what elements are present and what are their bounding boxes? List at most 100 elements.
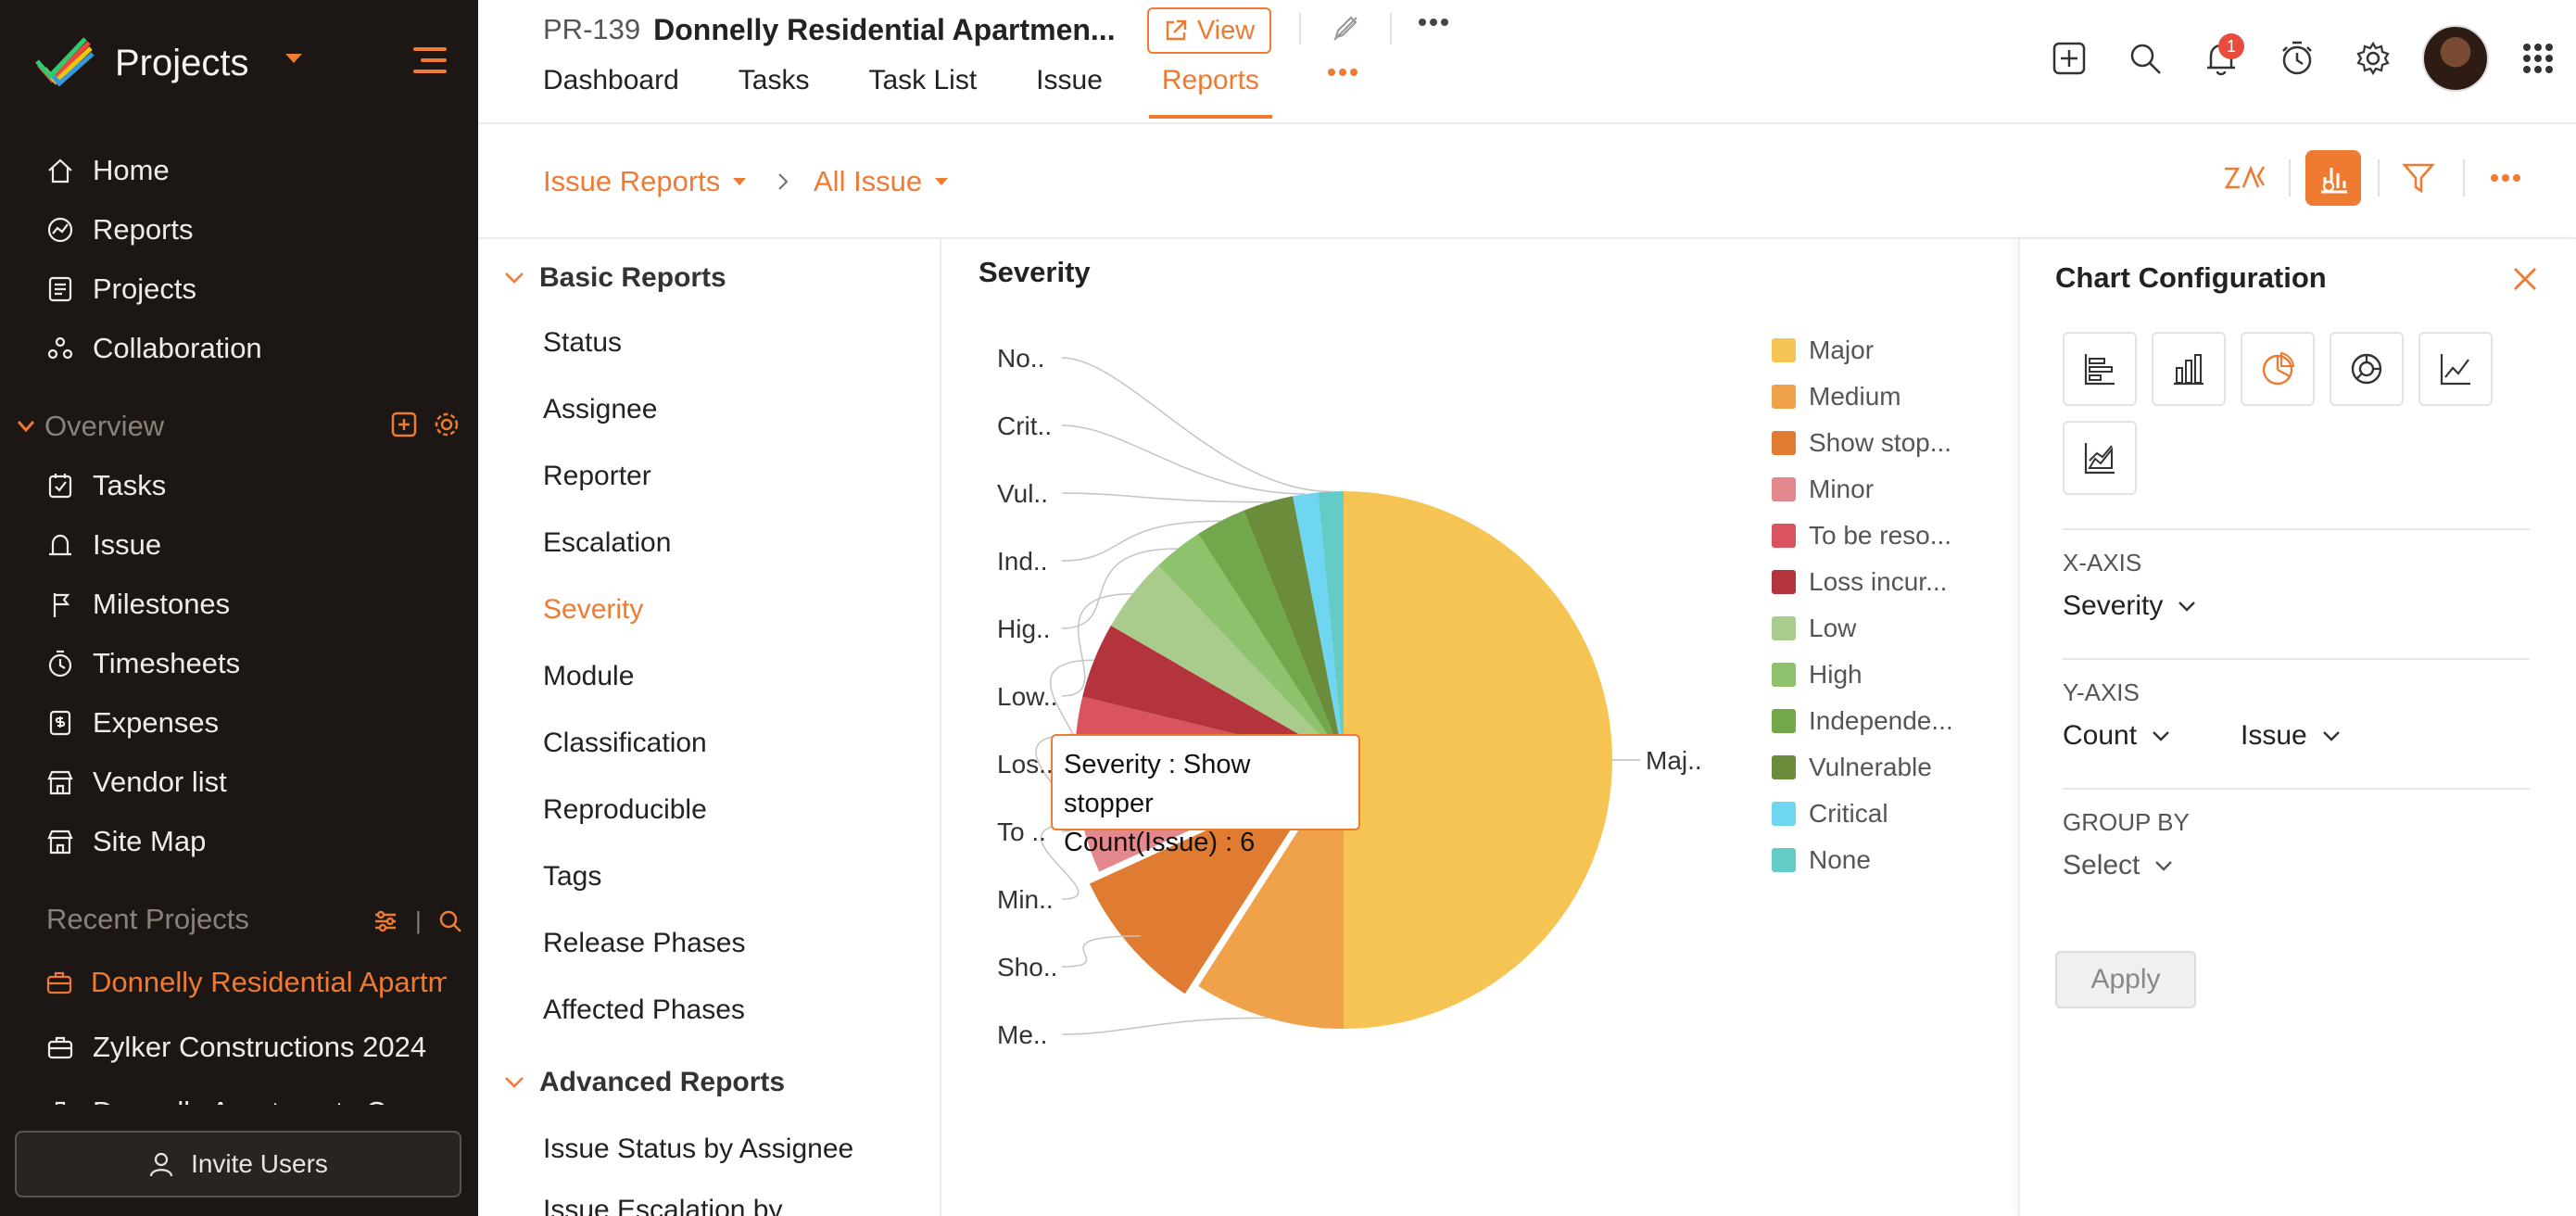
pie-slice-major[interactable] [1344,491,1612,1029]
apply-button[interactable]: Apply [2055,951,2196,1008]
recent-project-item[interactable]: Donnelly Residential Apartm [44,960,447,1005]
bell-icon[interactable]: 1 [2183,26,2259,91]
breadcrumb-all-issue[interactable]: All Issue [814,161,950,202]
timer-icon[interactable] [2259,26,2335,91]
donut-chart-icon[interactable] [2330,332,2404,406]
add-icon[interactable] [391,412,417,437]
overview-section[interactable]: Overview [17,406,164,447]
app-grid-icon[interactable] [2500,26,2576,91]
legend-item-critical[interactable]: Critical [1772,795,1888,832]
group-by-value: Select [2063,850,2140,880]
report-item-escalation[interactable]: Escalation [543,527,672,558]
legend-item-none[interactable]: None [1772,842,1871,879]
pie-slice-vulnerable[interactable] [1244,496,1344,760]
legend-item-vulnerable[interactable]: Vulnerable [1772,749,1932,786]
briefcase-icon [44,967,74,998]
x-axis-select[interactable]: Severity [2063,586,2196,627]
zia-insights-icon[interactable] [2216,150,2272,206]
legend-item-loss-incurred[interactable]: Loss incur... [1772,564,1947,601]
chart-settings-button[interactable] [2305,150,2361,206]
tab-reports[interactable]: Reports [1148,65,1272,119]
more-tabs-icon[interactable] [1327,67,1358,78]
report-item-release-phases[interactable]: Release Phases [543,928,746,958]
y-axis-field-select[interactable]: Issue [2241,716,2341,756]
report-item-affected-phases[interactable]: Affected Phases [543,994,745,1025]
basic-reports-group[interactable]: Basic Reports [504,256,726,300]
sidebar-item-vendor-list[interactable]: Vendor list [44,760,227,804]
pie-slice-critical[interactable] [1293,492,1344,760]
tab-tasks[interactable]: Tasks [738,65,810,95]
legend-item-show-stopper[interactable]: Show stop... [1772,424,1951,462]
sidebar-item-label: Reports [93,213,194,246]
report-item-assignee[interactable]: Assignee [543,394,658,424]
sidebar-item-tasks[interactable]: Tasks [44,463,166,508]
vertical-bar-icon[interactable] [2152,332,2226,406]
sidebar-item-milestones[interactable]: Milestones [44,582,230,627]
report-item-reproducible[interactable]: Reproducible [543,794,707,825]
project-name[interactable]: Donnelly Residential Apartmen... [653,12,1116,46]
sidebar-item-home[interactable]: Home [44,148,170,193]
report-item-issue-escalation-by[interactable]: Issue Escalation by [543,1195,783,1216]
legend-item-medium[interactable]: Medium [1772,378,1901,415]
legend-item-independent[interactable]: Independe... [1772,703,1953,740]
report-item-issue-status-by-assignee[interactable]: Issue Status by Assignee [543,1134,854,1164]
chevron-down-icon[interactable] [284,52,304,65]
report-item-status[interactable]: Status [543,327,623,358]
legend-item-high[interactable]: High [1772,656,1863,693]
pie-slice-none[interactable] [1318,491,1344,760]
pie-slice-independent[interactable] [1198,510,1344,760]
legend-swatch [1772,848,1796,872]
report-item-reporter[interactable]: Reporter [543,461,651,491]
report-item-module[interactable]: Module [543,661,635,691]
tab-dashboard[interactable]: Dashboard [543,65,679,95]
timesheets-icon [44,648,76,679]
sidebar-item-issue[interactable]: Issue [44,523,161,567]
legend-item-major[interactable]: Major [1772,332,1874,369]
filter-settings-icon[interactable] [373,908,398,934]
tab-issue[interactable]: Issue [1036,65,1103,95]
pie-slice-low[interactable] [1110,565,1344,760]
pie-slice-loss-incurred[interactable] [1082,626,1344,760]
invite-users-button[interactable]: Invite Users [15,1131,461,1197]
sidebar-collapse-icon[interactable] [413,46,447,74]
sidebar-item-site-map[interactable]: Site Map [44,819,206,864]
sidebar-item-collaboration[interactable]: Collaboration [44,326,262,371]
edit-icon[interactable] [1331,13,1360,43]
legend-item-low[interactable]: Low [1772,610,1856,647]
search-icon[interactable] [438,909,462,933]
legend-item-to-be-resolved[interactable]: To be reso... [1772,517,1951,554]
sidebar-item-expenses[interactable]: Expenses [44,701,219,745]
more-options-icon[interactable] [2478,150,2533,206]
y-axis-aggregate-select[interactable]: Count [2063,716,2170,756]
close-icon[interactable] [2511,265,2539,293]
view-button[interactable]: View [1147,7,1271,54]
sidebar-item-timesheets[interactable]: Timesheets [44,641,240,686]
avatar[interactable] [2422,25,2489,92]
sidebar-item-reports[interactable]: Reports [44,208,194,252]
pie-label-to-be-resolved: To .. [997,817,1046,846]
recent-project-item[interactable]: Zylker Constructions 2024 [44,1025,447,1070]
report-item-tags[interactable]: Tags [543,861,602,892]
filter-icon[interactable] [2391,150,2446,206]
line-chart-icon[interactable] [2418,332,2493,406]
sidebar-item-projects[interactable]: Projects [44,267,196,311]
legend-item-minor[interactable]: Minor [1772,471,1874,508]
advanced-reports-group[interactable]: Advanced Reports [504,1060,785,1105]
area-chart-icon[interactable] [2063,421,2137,495]
gear-icon[interactable] [434,412,460,437]
report-item-severity[interactable]: Severity [543,594,644,625]
group-by-select[interactable]: Select [2063,845,2173,886]
more-options-icon[interactable] [1418,17,1449,28]
add-icon[interactable] [2031,26,2107,91]
report-item-classification[interactable]: Classification [543,728,707,758]
vendor-list-icon [44,766,76,798]
pie-slice-high[interactable] [1157,534,1344,760]
horizontal-bar-icon[interactable] [2063,332,2137,406]
user-add-icon [148,1150,176,1178]
search-icon[interactable] [2107,26,2183,91]
app-switcher[interactable]: Projects [35,35,249,91]
breadcrumb-issue-reports[interactable]: Issue Reports [543,161,748,202]
gear-icon[interactable] [2335,26,2411,91]
tab-task-list[interactable]: Task List [868,65,978,95]
pie-chart-icon[interactable] [2241,332,2315,406]
